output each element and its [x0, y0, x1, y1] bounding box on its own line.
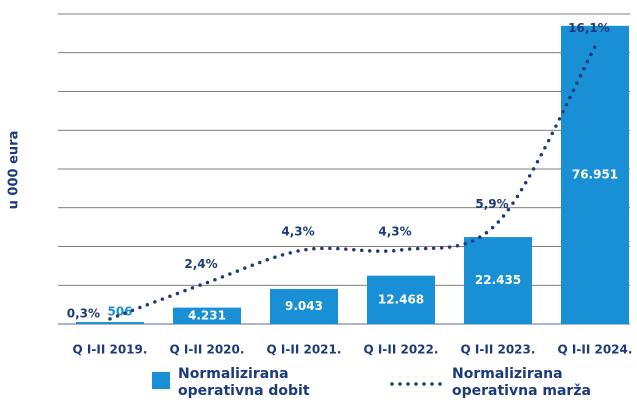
bar: [270, 288, 338, 324]
bar: [367, 275, 435, 324]
data-label: 0,3%: [67, 306, 100, 320]
x-tick-label: Q I-II 2022.: [364, 343, 439, 357]
bar: [173, 307, 241, 324]
data-label: 4.231: [188, 308, 226, 322]
data-label: 22.435: [475, 273, 521, 287]
bar: [561, 25, 629, 324]
bar: [464, 237, 532, 324]
bar: [76, 322, 144, 324]
data-label: 9.043: [285, 299, 323, 313]
legend-label: Normalizirana operativna marža: [452, 366, 591, 399]
x-tick-label: Q I-II 2024.: [558, 343, 633, 357]
legend-label: Normalizirana operativna dobit: [178, 366, 310, 399]
data-label: 76.951: [572, 167, 618, 181]
data-label: 506: [107, 305, 132, 319]
data-label: 4,3%: [378, 224, 411, 238]
data-label: 12.468: [378, 292, 424, 306]
legend-swatch: [152, 372, 170, 389]
x-tick-label: Q I-II 2019.: [73, 343, 148, 357]
data-label: 4,3%: [281, 224, 314, 238]
y-axis-label: u 000 eura: [7, 131, 22, 210]
data-label: 2,4%: [184, 257, 217, 271]
x-tick-label: Q I-II 2020.: [170, 343, 245, 357]
data-label: 5,9%: [475, 197, 508, 211]
data-label: 16,1%: [568, 21, 610, 35]
line: [108, 44, 597, 321]
x-tick-label: Q I-II 2023.: [461, 343, 536, 357]
x-tick-label: Q I-II 2021.: [267, 343, 342, 357]
